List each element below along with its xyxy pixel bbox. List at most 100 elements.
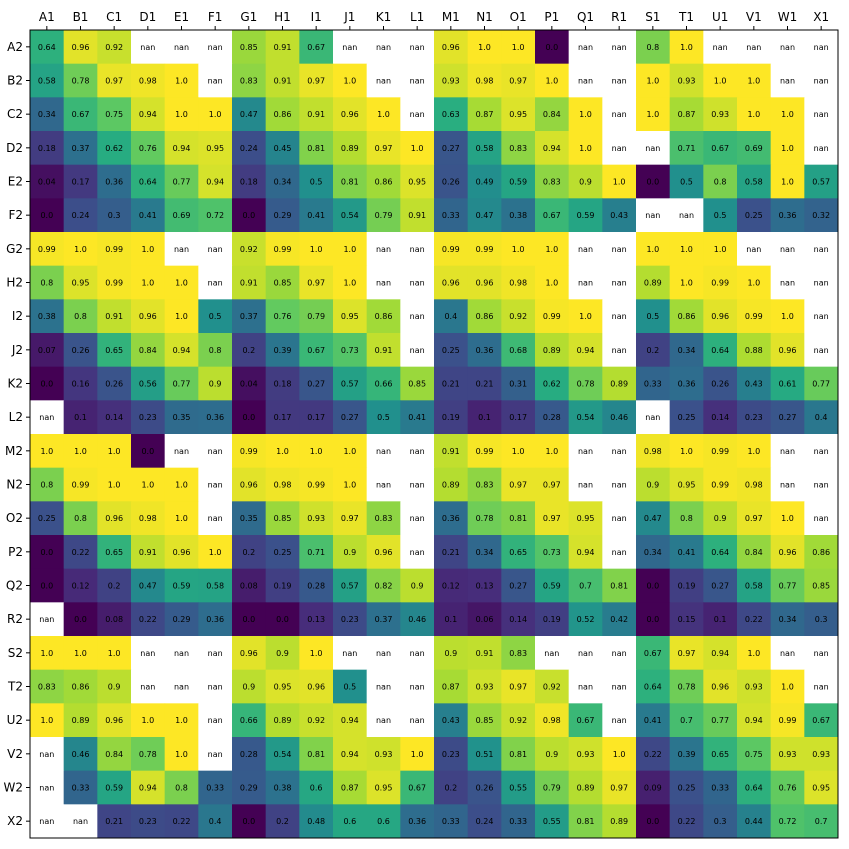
cell-value-label: nan <box>376 77 391 86</box>
y-tick-label: U2 <box>7 713 23 727</box>
cell-value-label: 0.33 <box>72 784 90 793</box>
cell-value-label: 0.78 <box>476 514 494 523</box>
cell-value-label: nan <box>645 144 660 153</box>
cell-value-label: 0.22 <box>139 615 157 624</box>
heatmap-cell-J2-S1 <box>636 333 671 368</box>
x-tick-label: C1 <box>106 10 122 24</box>
heatmap-cell-J2-D1 <box>131 333 166 368</box>
cell-value-label: 0.2 <box>108 582 121 591</box>
heatmap-cell-H2-D1 <box>131 265 166 300</box>
cell-value-label: 0.96 <box>307 683 325 692</box>
heatmap-cell-E2-M1 <box>434 164 469 199</box>
heatmap-cell-X2-D1 <box>131 804 166 839</box>
heatmap-cell-I2-L1 <box>400 299 435 334</box>
cell-value-label: 0.77 <box>812 380 830 389</box>
heatmap-cell-R2-J1 <box>333 602 368 637</box>
heatmap-cell-A2-N1 <box>467 30 502 65</box>
cell-value-label: 0.99 <box>72 481 90 490</box>
heatmap-cell-T2-H1 <box>265 669 300 704</box>
heatmap-cell-S2-V1 <box>737 636 772 671</box>
cell-value-label: 0.21 <box>442 548 460 557</box>
heatmap-cell-S2-N1 <box>467 636 502 671</box>
cell-value-label: 0.68 <box>509 346 527 355</box>
cell-value-label: 0.34 <box>38 110 56 119</box>
cell-value-label: nan <box>410 481 425 490</box>
cell-value-label: nan <box>612 245 627 254</box>
heatmap-cell-M2-B1 <box>63 434 98 469</box>
heatmap-cell-Q2-R1 <box>602 568 637 603</box>
x-tick-label: N1 <box>476 10 493 24</box>
cell-value-label: 0.95 <box>375 784 393 793</box>
cell-value-label: nan <box>376 481 391 490</box>
heatmap-cell-B2-X1 <box>804 63 839 98</box>
cell-value-label: 1.0 <box>310 245 323 254</box>
heatmap-cell-P2-N1 <box>467 535 502 570</box>
heatmap-cell-H2-L1 <box>400 265 435 300</box>
heatmap-cell-J2-Q1 <box>568 333 603 368</box>
cell-value-label: 0.18 <box>38 144 56 153</box>
heatmap-cell-G2-O1 <box>501 232 536 267</box>
heatmap-cell-M2-E1 <box>164 434 199 469</box>
heatmap-cell-E2-K1 <box>366 164 401 199</box>
heatmap-cell-T2-O1 <box>501 669 536 704</box>
cell-value-label: 0.84 <box>139 346 157 355</box>
heatmap-cell-C2-J1 <box>333 97 368 132</box>
heatmap-cell-H2-M1 <box>434 265 469 300</box>
heatmap-cell-D2-H1 <box>265 131 300 166</box>
heatmap-cell-O2-X1 <box>804 501 839 536</box>
heatmap-cell-V2-D1 <box>131 737 166 772</box>
heatmap-cell-V2-P1 <box>535 737 570 772</box>
heatmap-cell-N2-J1 <box>333 467 368 502</box>
heatmap-cell-P2-M1 <box>434 535 469 570</box>
heatmap-cell-B2-K1 <box>366 63 401 98</box>
cell-value-label: 0.41 <box>678 548 696 557</box>
heatmap-cell-Q2-U1 <box>703 568 738 603</box>
cell-value-label: 1.0 <box>175 77 188 86</box>
y-tick-label: W2 <box>4 781 24 795</box>
cell-value-label: 1.0 <box>646 110 659 119</box>
heatmap-cell-U2-S1 <box>636 703 671 738</box>
cell-value-label: 0.7 <box>815 817 828 826</box>
cell-value-label: 1.0 <box>747 77 760 86</box>
heatmap-cell-G2-B1 <box>63 232 98 267</box>
heatmap-cell-B2-F1 <box>198 63 233 98</box>
cell-value-label: 1.0 <box>343 447 356 456</box>
cell-value-label: 0.0 <box>646 615 659 624</box>
cell-value-label: nan <box>814 43 829 52</box>
heatmap-cell-S2-A1 <box>30 636 65 671</box>
cell-value-label: 1.0 <box>579 110 592 119</box>
heatmap-cell-B2-R1 <box>602 63 637 98</box>
cell-value-label: 0.96 <box>341 110 359 119</box>
cell-value-label: 0.98 <box>139 77 157 86</box>
cell-value-label: 0.28 <box>307 582 325 591</box>
heatmap-cell-C2-N1 <box>467 97 502 132</box>
cell-value-label: 0.31 <box>509 380 527 389</box>
heatmap-cell-M2-P1 <box>535 434 570 469</box>
heatmap-cell-J2-V1 <box>737 333 772 368</box>
cell-value-label: nan <box>612 447 627 456</box>
cell-value-label: 0.5 <box>680 178 693 187</box>
cell-value-label: nan <box>208 279 223 288</box>
cell-value-label: 0.26 <box>476 784 494 793</box>
cell-value-label: 0.94 <box>139 110 157 119</box>
cell-value-label: 1.0 <box>175 279 188 288</box>
cell-value-label: 0.18 <box>274 380 292 389</box>
cell-value-label: nan <box>814 279 829 288</box>
cell-value-label: nan <box>746 43 761 52</box>
cell-value-label: 0.6 <box>310 784 323 793</box>
cell-value-label: 0.86 <box>476 312 494 321</box>
cell-value-label: 0.95 <box>408 178 426 187</box>
heatmap-cell-U2-T1 <box>669 703 704 738</box>
heatmap-cell-K2-X1 <box>804 366 839 401</box>
heatmap-cell-W2-S1 <box>636 770 671 805</box>
heatmap-cell-R2-I1 <box>299 602 334 637</box>
cell-value-label: 0.32 <box>812 211 830 220</box>
cell-value-label: nan <box>814 447 829 456</box>
x-tick-label: H1 <box>274 10 291 24</box>
heatmap-cell-L2-L1 <box>400 400 435 435</box>
heatmap-cell-O2-Q1 <box>568 501 603 536</box>
heatmap-cell-G2-C1 <box>97 232 132 267</box>
heatmap-cell-V2-T1 <box>669 737 704 772</box>
cell-value-label: 0.27 <box>509 582 527 591</box>
